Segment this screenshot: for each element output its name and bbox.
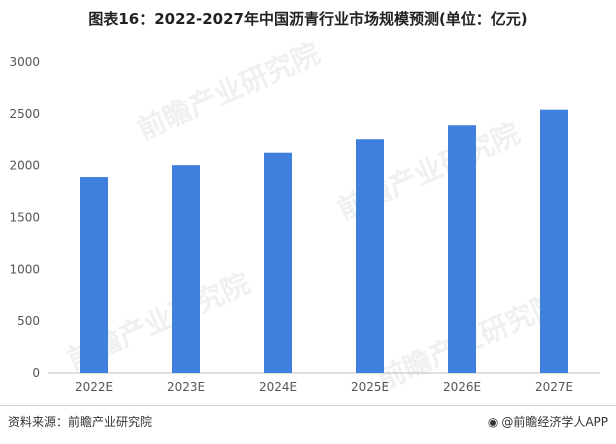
y-tick-label: 500 xyxy=(17,314,40,328)
footer: 资料来源：前瞻产业研究院 ◉ @前瞻经济学人APP xyxy=(0,405,616,430)
bar xyxy=(172,165,200,373)
y-tick-label: 0 xyxy=(32,366,40,380)
x-tick-label: 2022E xyxy=(75,380,113,394)
y-tick-label: 1500 xyxy=(9,211,40,225)
y-tick-label: 2500 xyxy=(9,107,40,121)
bar xyxy=(448,125,476,373)
bar xyxy=(356,139,384,373)
bar xyxy=(264,152,292,373)
bar xyxy=(540,109,568,373)
x-tick-label: 2025E xyxy=(351,380,389,394)
brand-label: @前瞻经济学人APP xyxy=(501,415,608,429)
x-tick-label: 2024E xyxy=(259,380,297,394)
brand-credit: ◉ @前瞻经济学人APP xyxy=(488,413,608,430)
source-note: 资料来源：前瞻产业研究院 xyxy=(8,415,153,429)
bar-chart: 0 500 1000 1500 2000 2500 3000 2022E 2023E 2024E 2… xyxy=(9,55,600,394)
y-tick-label: 1000 xyxy=(9,262,40,276)
x-tick-label: 2023E xyxy=(167,380,205,394)
x-tick-label: 2026E xyxy=(443,380,481,394)
bar xyxy=(80,177,108,373)
y-tick-label: 2000 xyxy=(9,159,40,173)
x-tick-label: 2027E xyxy=(535,380,573,394)
y-tick-label: 3000 xyxy=(9,55,40,69)
wechat-icon: ◉ xyxy=(487,415,499,429)
chart-title: 图表16：2022-2027年中国沥青行业市场规模预测(单位：亿元) xyxy=(88,10,528,28)
